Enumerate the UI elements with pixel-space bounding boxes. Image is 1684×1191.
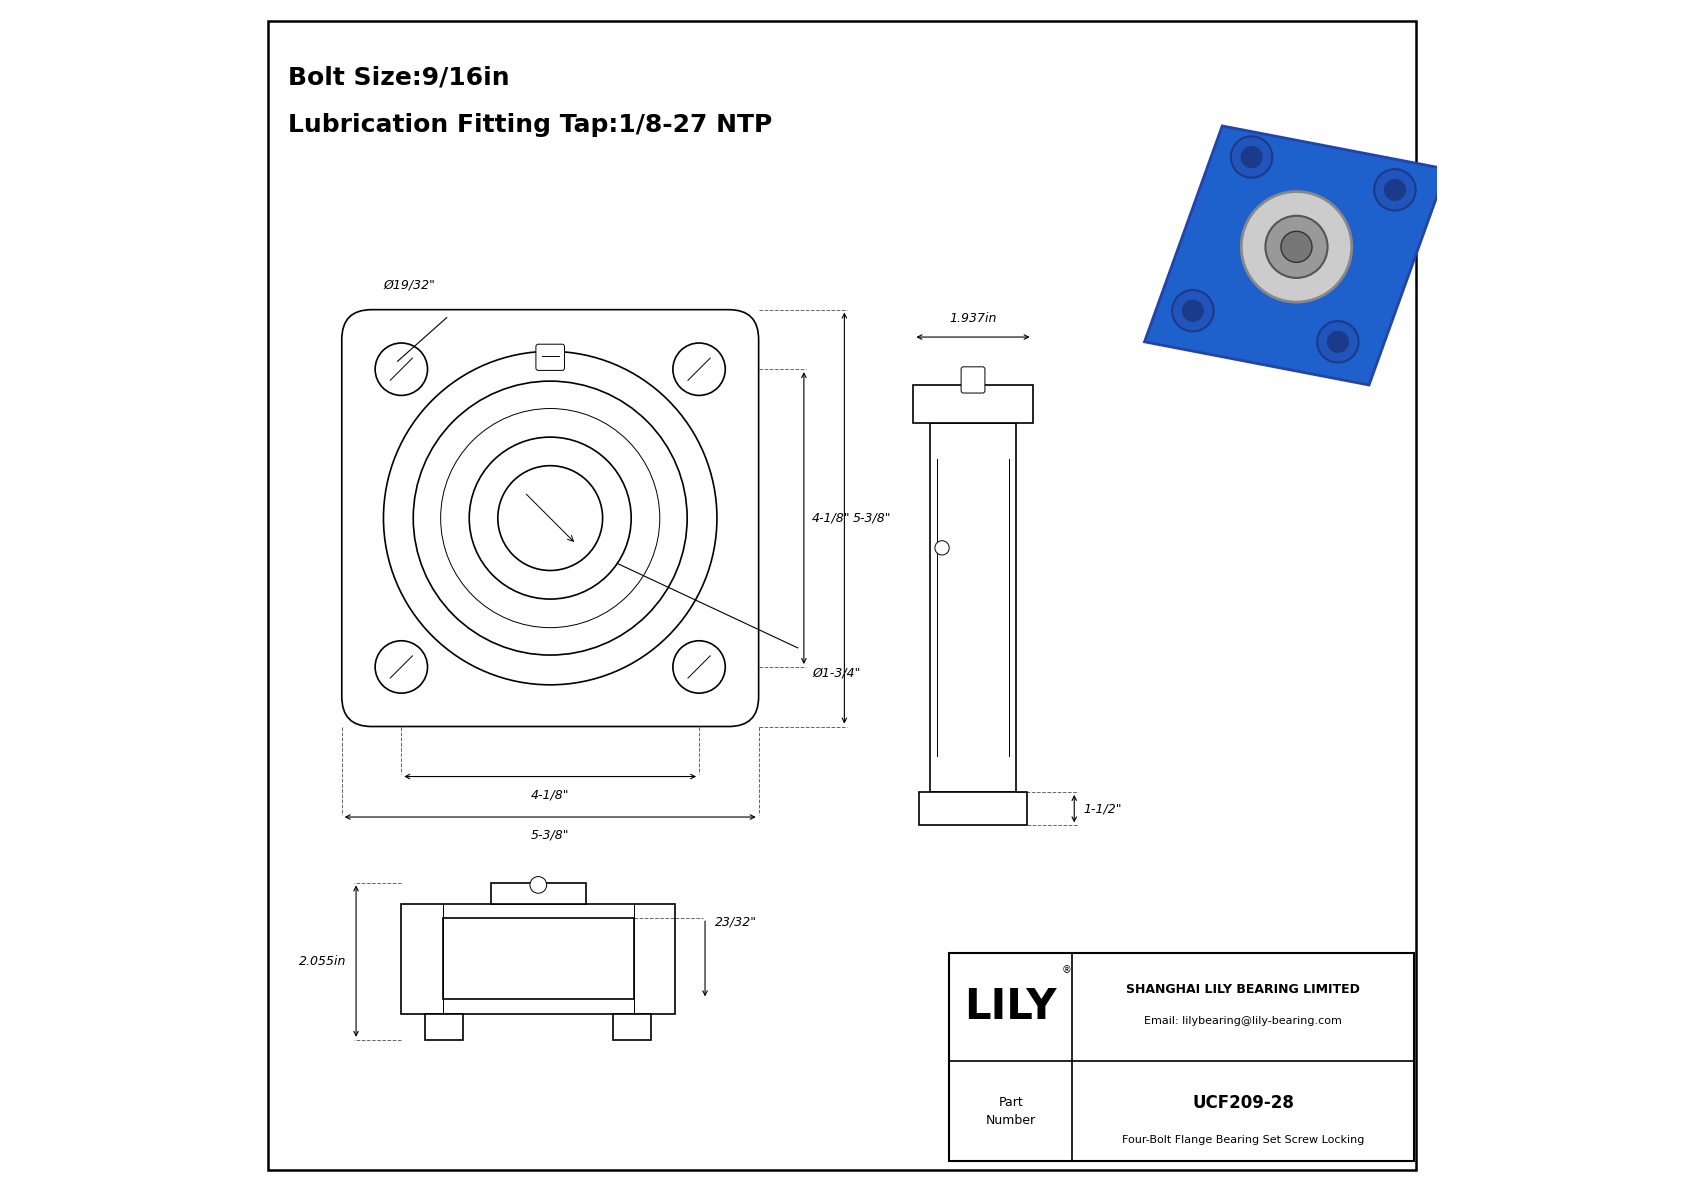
Circle shape: [376, 641, 428, 693]
Bar: [613, 1014, 652, 1040]
Text: Ø1-3/4": Ø1-3/4": [812, 667, 861, 680]
Text: Lubrication Fitting Tap:1/8-27 NTP: Lubrication Fitting Tap:1/8-27 NTP: [288, 113, 773, 137]
Text: 4-1/8": 4-1/8": [530, 788, 569, 802]
Text: SHANGHAI LILY BEARING LIMITED: SHANGHAI LILY BEARING LIMITED: [1127, 983, 1361, 996]
FancyBboxPatch shape: [536, 344, 564, 370]
Text: Ø19/32": Ø19/32": [384, 279, 436, 292]
Circle shape: [1265, 216, 1327, 278]
Circle shape: [498, 466, 603, 570]
Circle shape: [674, 641, 726, 693]
Text: LILY: LILY: [965, 986, 1058, 1028]
Bar: [401, 904, 675, 1014]
Circle shape: [470, 437, 632, 599]
Circle shape: [1172, 289, 1214, 331]
Bar: [919, 792, 1027, 825]
Circle shape: [1241, 192, 1352, 303]
Circle shape: [674, 343, 726, 395]
Circle shape: [376, 343, 428, 395]
Text: 5-3/8": 5-3/8": [530, 829, 569, 842]
Bar: [424, 1014, 463, 1040]
Text: 1.937in: 1.937in: [950, 312, 997, 325]
Circle shape: [413, 381, 687, 655]
Circle shape: [935, 541, 950, 555]
Circle shape: [1384, 180, 1404, 200]
Text: Part
Number: Part Number: [985, 1096, 1036, 1127]
Text: 4-1/8": 4-1/8": [812, 512, 850, 524]
FancyBboxPatch shape: [962, 367, 985, 393]
Circle shape: [1317, 322, 1359, 362]
Text: 2.055in: 2.055in: [300, 955, 347, 967]
Text: 1-1/2": 1-1/2": [1084, 803, 1122, 815]
Polygon shape: [1145, 126, 1447, 385]
Circle shape: [1231, 136, 1273, 177]
Circle shape: [441, 409, 660, 628]
Circle shape: [1282, 231, 1312, 262]
Text: Bolt Size:9/16in: Bolt Size:9/16in: [288, 66, 510, 89]
Bar: [913, 385, 1032, 423]
Circle shape: [1374, 169, 1416, 211]
Text: 5-3/8": 5-3/8": [852, 512, 891, 524]
Circle shape: [1241, 146, 1261, 168]
Bar: [443, 918, 633, 999]
FancyBboxPatch shape: [342, 310, 758, 727]
Bar: [930, 423, 1015, 792]
Circle shape: [384, 351, 717, 685]
Text: Four-Bolt Flange Bearing Set Screw Locking: Four-Bolt Flange Bearing Set Screw Locki…: [1122, 1135, 1364, 1146]
Bar: [950, 953, 1413, 1161]
Circle shape: [1327, 331, 1349, 353]
Text: 23/32": 23/32": [714, 916, 756, 929]
Bar: [490, 883, 586, 904]
Text: Email: lilybearing@lily-bearing.com: Email: lilybearing@lily-bearing.com: [1143, 1016, 1342, 1027]
Circle shape: [1182, 300, 1204, 322]
Text: UCF209-28: UCF209-28: [1192, 1093, 1293, 1112]
Text: ®: ®: [1061, 965, 1071, 974]
Circle shape: [530, 877, 547, 893]
